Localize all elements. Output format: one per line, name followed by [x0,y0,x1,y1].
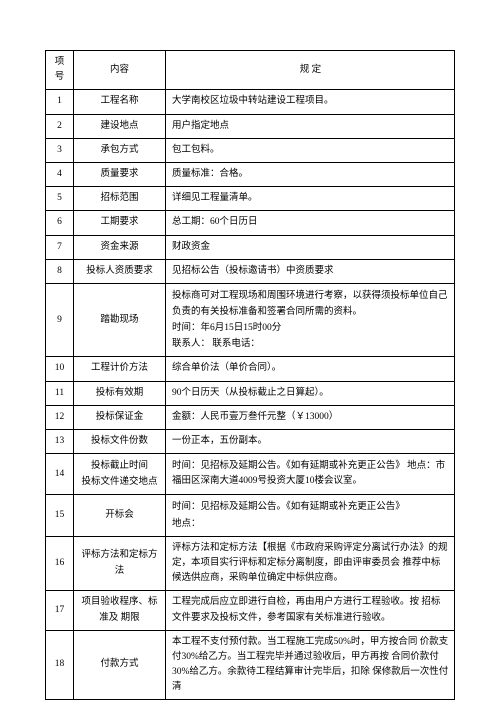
table-row: 16评标方法和定标方法评标方法和定标方法【根据《市政府采购评定分离试行办法》的规… [46,536,455,591]
table-row: 17项目验收程序、标准及 期限工程完成后应立即进行自检，再由用户方进行工程验收。… [46,591,455,630]
table-row: 9踏勘现场投标商可对工程现场和周围环境进行考察，以获得须投标单位自己负责的有关投… [46,283,455,357]
row-content: 工程计价方法 [74,357,166,381]
row-num: 7 [46,235,74,259]
row-num: 6 [46,211,74,235]
row-content: 评标方法和定标方法 [74,536,166,591]
row-num: 15 [46,495,74,536]
row-num: 11 [46,381,74,405]
row-desc: 时间：见招标及延期公告。《如有延期或补充更正公告》地点： [166,495,455,536]
table-row: 3承包方式包工包料。 [46,138,455,162]
row-desc: 金额：人民币壹万叁仟元整（￥13000） [166,405,455,429]
table-row: 4质量要求质量标准：合格。 [46,162,455,186]
row-desc: 总工期：60个日历日 [166,211,455,235]
row-content: 投标人资质要求 [74,259,166,283]
row-desc: 评标方法和定标方法【根据《市政府采购评定分离试行办法》的规定，本项目实行评标和定… [166,536,455,591]
row-content: 付款方式 [74,630,166,700]
row-content: 招标范围 [74,187,166,211]
row-num: 5 [46,187,74,211]
row-num: 18 [46,630,74,700]
row-num: 1 [46,90,74,114]
table-header-row: 项号 内容 规 定 [46,51,455,90]
row-num: 17 [46,591,74,630]
row-desc: 质量标准：合格。 [166,162,455,186]
table-row: 7资金来源财政资金 [46,235,455,259]
table-row: 13投标文件份数一份正本，五份副本。 [46,430,455,454]
row-content: 工程名称 [74,90,166,114]
table-row: 11投标有效期90个日历天（从投标截止之日算起）。 [46,381,455,405]
row-content: 质量要求 [74,162,166,186]
row-num: 12 [46,405,74,429]
row-desc: 时间：见招标及延期公告。《如有延期或补充更正公告》 地点：市福田区深南大道400… [166,454,455,495]
row-desc: 详细见工程量清单。 [166,187,455,211]
row-num: 3 [46,138,74,162]
table-row: 8投标人资质要求见招标公告（投标邀请书）中资质要求 [46,259,455,283]
table-row: 1工程名称大学南校区垃圾中转站建设工程项目。 [46,90,455,114]
table-row: 2建设地点用户指定地点 [46,114,455,138]
row-desc: 工程完成后应立即进行自检，再由用户方进行工程验收。按 招标文件要求及投标文件，参… [166,591,455,630]
row-num: 4 [46,162,74,186]
table-row: 5招标范围详细见工程量清单。 [46,187,455,211]
row-desc: 一份正本，五份副本。 [166,430,455,454]
row-num: 10 [46,357,74,381]
row-num: 14 [46,454,74,495]
row-desc: 见招标公告（投标邀请书）中资质要求 [166,259,455,283]
row-num: 16 [46,536,74,591]
table-row: 18付款方式本工程不支付预付款。当工程施工完成50%时，甲方按合同 价款支付30… [46,630,455,700]
row-desc: 投标商可对工程现场和周围环境进行考察，以获得须投标单位自己负责的有关投标准备和签… [166,283,455,357]
table-row: 15开标会时间：见招标及延期公告。《如有延期或补充更正公告》地点： [46,495,455,536]
row-num: 9 [46,283,74,357]
row-num: 2 [46,114,74,138]
header-num: 项号 [46,51,74,90]
row-content: 建设地点 [74,114,166,138]
row-content: 项目验收程序、标准及 期限 [74,591,166,630]
row-content: 投标保证金 [74,405,166,429]
row-content: 投标有效期 [74,381,166,405]
row-content: 承包方式 [74,138,166,162]
row-num: 8 [46,259,74,283]
row-desc: 财政资金 [166,235,455,259]
row-content: 踏勘现场 [74,283,166,357]
row-desc: 本工程不支付预付款。当工程施工完成50%时，甲方按合同 价款支付30%给乙方。当… [166,630,455,700]
row-desc: 大学南校区垃圾中转站建设工程项目。 [166,90,455,114]
row-content: 开标会 [74,495,166,536]
row-desc: 包工包料。 [166,138,455,162]
row-content: 投标文件份数 [74,430,166,454]
table-row: 6工期要求总工期：60个日历日 [46,211,455,235]
row-content: 工期要求 [74,211,166,235]
table-row: 10工程计价方法综合单价法（单价合同）。 [46,357,455,381]
row-content: 资金来源 [74,235,166,259]
table-body: 1工程名称大学南校区垃圾中转站建设工程项目。2建设地点用户指定地点3承包方式包工… [46,90,455,700]
spec-table: 项号 内容 规 定 1工程名称大学南校区垃圾中转站建设工程项目。2建设地点用户指… [45,50,455,700]
row-desc: 综合单价法（单价合同）。 [166,357,455,381]
row-desc: 用户指定地点 [166,114,455,138]
row-desc: 90个日历天（从投标截止之日算起）。 [166,381,455,405]
table-row: 12投标保证金金额：人民币壹万叁仟元整（￥13000） [46,405,455,429]
header-content: 内容 [74,51,166,90]
table-row: 14投标截止时间投标文件递交地点时间：见招标及延期公告。《如有延期或补充更正公告… [46,454,455,495]
header-desc: 规 定 [166,51,455,90]
row-num: 13 [46,430,74,454]
row-content: 投标截止时间投标文件递交地点 [74,454,166,495]
